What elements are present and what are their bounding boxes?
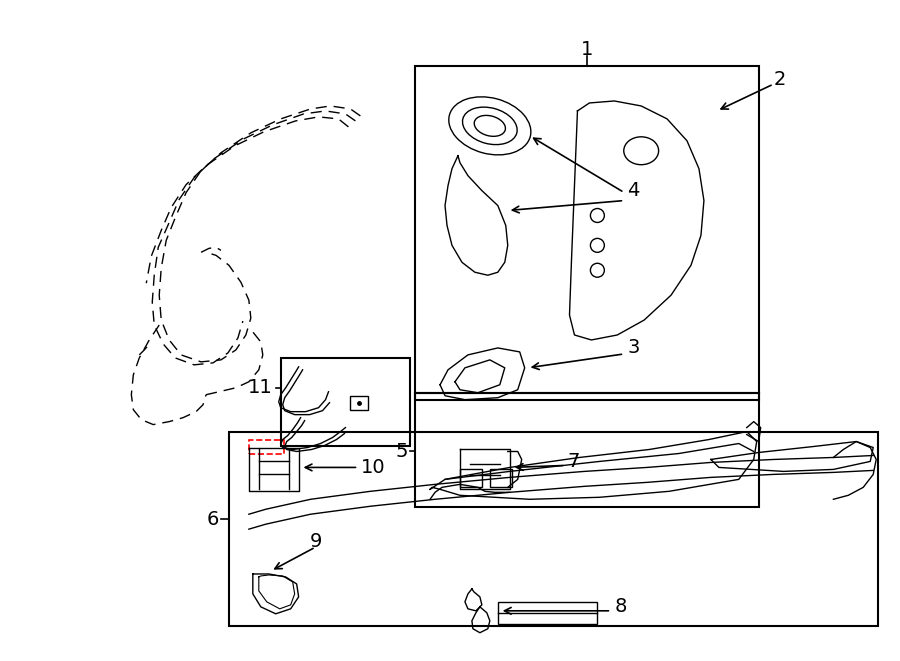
Bar (490, 469, 512, 487)
Text: 3: 3 (627, 338, 640, 358)
Text: 2: 2 (774, 69, 786, 89)
Bar (281, 358, 410, 446)
Bar (248, 440, 284, 455)
Text: 7: 7 (568, 452, 580, 471)
Text: 1: 1 (581, 40, 594, 59)
Text: 11: 11 (248, 378, 273, 397)
Bar (350, 396, 368, 410)
Text: 4: 4 (627, 181, 640, 200)
Text: 9: 9 (310, 531, 322, 551)
Text: 6: 6 (207, 510, 219, 529)
Bar (460, 469, 482, 487)
Bar (415, 66, 759, 400)
Text: 10: 10 (360, 458, 385, 477)
Text: 5: 5 (396, 442, 409, 461)
Text: 8: 8 (615, 598, 626, 616)
Bar (415, 393, 759, 507)
Bar (229, 432, 878, 626)
Bar (498, 602, 598, 624)
